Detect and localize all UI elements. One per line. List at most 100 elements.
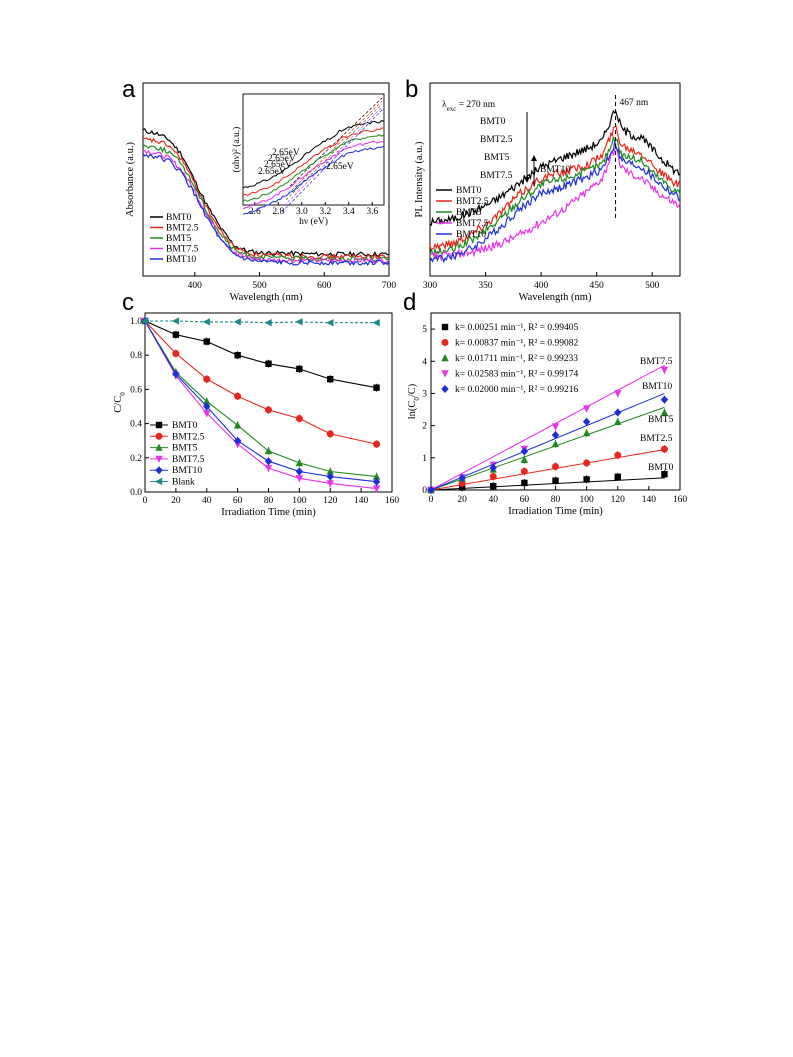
inset-x-tick-label: 3.0: [296, 207, 308, 217]
y-axis-label: Absorbance (a.u.): [125, 142, 136, 217]
inset-series-line-BMT0: [242, 119, 385, 189]
data-point-BMT7.5: [264, 464, 273, 473]
data-point-BMT2.5: [172, 349, 180, 357]
data-point-Blank: [326, 319, 334, 327]
data-point-BMT2.5: [265, 406, 272, 414]
data-point-BMT0: [458, 484, 466, 491]
data-point-BMT2.5: [552, 463, 559, 471]
legend-label-BMT5: BMT5: [172, 444, 198, 454]
x-tick-label: 400: [534, 281, 549, 291]
series-line-BMT10: [142, 153, 390, 267]
data-point-BMT2.5: [326, 430, 334, 438]
x-tick-label: 500: [252, 281, 267, 291]
data-point-BMT5: [660, 408, 669, 416]
inset-x-tick-label: 3.4: [343, 207, 355, 217]
legend-label-BMT5: k= 0.01711 min⁻¹, R² = 0.99233: [455, 354, 578, 364]
inset-y-axis-label: (αhν)² (a.u.): [231, 127, 242, 173]
chart-panel-d: 0 20 40 60 80 100 120 140 160 0 1 2 3 4 5 Irradiation T…: [407, 312, 687, 517]
x-tick-label: 450: [590, 281, 605, 291]
x-tick-label: 600: [317, 281, 332, 291]
series-line-BMT7.5: [429, 146, 681, 262]
series-line-BMT5: [144, 320, 377, 478]
order-label-BMT7.5: BMT7.5: [480, 171, 513, 181]
legend-label-BMT0: BMT0: [456, 186, 482, 196]
panel-letter-c: c: [122, 289, 134, 316]
inset-bandgap-label-BMT5: 2.65eV: [264, 160, 292, 170]
x-tick-label: 40: [489, 495, 499, 505]
legend-label-BMT7.5: BMT7.5: [456, 219, 489, 229]
legend-label-BMT7.5: BMT7.5: [166, 245, 199, 255]
series-end-label-BMT2.5: BMT2.5: [640, 434, 673, 444]
legend-label-Blank: Blank: [172, 478, 195, 488]
y-tick-label: 0.0: [130, 488, 142, 498]
inset-bandgap-label-BMT2.5: 2.65eV: [268, 154, 296, 164]
y-tick-label: 1: [422, 454, 427, 464]
x-tick-label: 500: [645, 281, 660, 291]
data-point-BMT5: [520, 455, 529, 463]
inset-tangent-BMT2.5: [287, 100, 383, 195]
x-tick-label: 20: [457, 495, 467, 505]
panel-letter-d: d: [403, 289, 416, 316]
data-point-BMT2.5: [583, 459, 591, 467]
y-tick-label: 0.2: [130, 454, 142, 464]
y-axis-label: PL Intensity (a.u.): [414, 141, 425, 218]
x-tick-label: 140: [354, 496, 369, 506]
legend-label-BMT0: k= 0.00251 min⁻¹, R² = 0.99405: [455, 323, 579, 333]
series-line-BMT5: [429, 136, 681, 257]
legend-marker-BMT2.5: [155, 432, 163, 440]
y-tick-label: 4: [422, 357, 427, 367]
x-tick-label: 120: [611, 495, 626, 505]
plot-frame: [142, 82, 390, 277]
data-point-Blank: [233, 318, 241, 326]
data-point-BMT0: [583, 476, 590, 483]
panel-letter-b: b: [405, 76, 418, 103]
inset-tangent-BMT0: [289, 97, 383, 187]
x-tick-label: 400: [188, 281, 203, 291]
series-line-BMT2.5: [142, 136, 390, 261]
y-tick-label: 5: [422, 325, 427, 335]
data-point-BMT5: [264, 446, 273, 455]
x-tick-label: 20: [171, 496, 181, 506]
fit-line-BMT0: [430, 477, 665, 491]
inset-x-tick-label: 3.2: [319, 207, 331, 217]
data-point-BMT7.5: [582, 405, 591, 413]
data-point-BMT10: [372, 477, 381, 486]
inset-bandgap-label-BMT7.5: 2.65eV: [258, 167, 286, 177]
legend-label-BMT0: BMT0: [166, 213, 192, 223]
data-point-BMT10: [489, 463, 497, 472]
chart-panel-c: 0 20 40 60 80 100 120 140 160 0.0 0.2 0.4 0.6 0.8 1.0 I…: [113, 312, 399, 518]
y-tick-label: 2: [422, 422, 427, 432]
data-point-BMT0: [234, 352, 241, 359]
order-arrow-down-head: [524, 177, 530, 183]
x-axis-label: Wavelength (nm): [519, 292, 592, 303]
data-point-BMT0: [661, 471, 668, 478]
legend-marker-BMT0: [155, 421, 163, 429]
legend-marker-BMT5: [441, 354, 449, 362]
order-label-BMT0: BMT0: [480, 117, 506, 127]
data-point-BMT2.5: [234, 392, 242, 400]
data-point-BMT10: [660, 395, 669, 404]
series-end-label-BMT7.5: BMT7.5: [640, 357, 673, 367]
x-tick-label: 300: [423, 281, 438, 291]
series-line-BMT10: [144, 320, 377, 483]
data-point-BMT10: [551, 430, 560, 439]
data-point-BMT5: [582, 429, 591, 437]
legend-marker-Blank: [155, 477, 163, 486]
data-point-BMT7.5: [660, 366, 669, 374]
inset-x-axis-label: hν (eV): [299, 216, 328, 227]
order-label-BMT5: BMT5: [484, 153, 510, 163]
legend-marker-BMT5: [155, 443, 163, 451]
legend-marker-BMT10: [441, 385, 449, 393]
data-point-BMT10: [233, 436, 242, 445]
data-point-BMT10: [264, 457, 273, 466]
legend-label-BMT7.5: BMT7.5: [172, 455, 205, 465]
series-line-BMT10: [429, 140, 681, 264]
data-point-BMT10: [295, 467, 304, 476]
y-axis-label: C/C0: [113, 392, 127, 413]
chart-panel-a: 400 500 600 700 Wavelength (nm) Absorbance (a…: [125, 82, 396, 303]
legend-label-BMT10: BMT10: [456, 230, 486, 240]
y-tick-label: 0.6: [130, 385, 142, 395]
data-point-BMT7.5: [203, 410, 211, 418]
data-point-BMT10: [203, 402, 211, 411]
data-point-BMT5: [295, 458, 304, 467]
